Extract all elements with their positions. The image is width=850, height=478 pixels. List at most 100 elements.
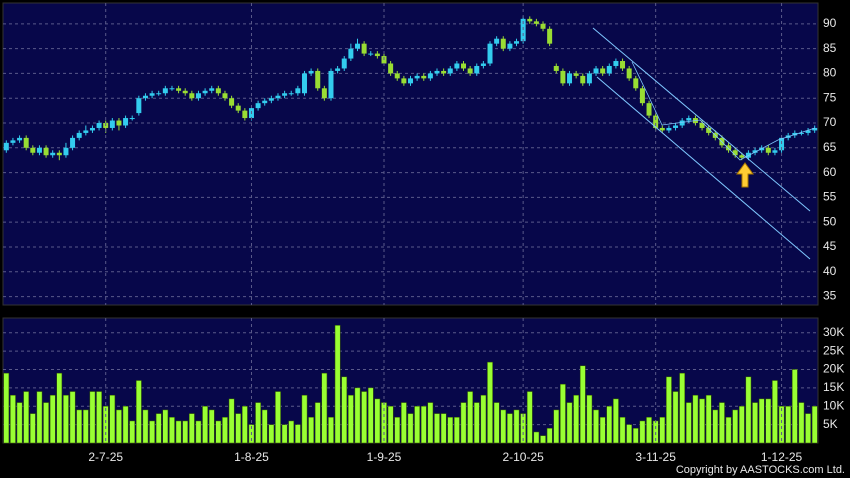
candle-body xyxy=(374,53,380,57)
volume-bar xyxy=(685,402,692,444)
volume-bar xyxy=(566,402,573,444)
y-tick-label: 15K xyxy=(823,380,844,394)
candle-body xyxy=(235,105,241,111)
volume-bar xyxy=(175,420,182,444)
volume-bar xyxy=(275,391,281,444)
candle-body xyxy=(673,125,679,128)
volume-bar xyxy=(43,402,49,444)
volume-bar xyxy=(162,409,169,444)
trend-line xyxy=(631,61,816,161)
candle-body xyxy=(606,65,612,74)
candle-body xyxy=(779,137,785,151)
candle-body xyxy=(3,142,9,151)
volume-bar xyxy=(321,372,328,444)
volume-bar xyxy=(646,417,652,444)
candle-body xyxy=(176,88,182,91)
volume-bar xyxy=(560,383,566,444)
volume-bar xyxy=(493,402,500,444)
candle-body xyxy=(129,118,135,120)
y-tick-label: 75 xyxy=(823,90,837,104)
volume-bar xyxy=(122,405,129,444)
volume-bar xyxy=(155,413,162,444)
volume-bar xyxy=(639,420,646,444)
candle-body xyxy=(10,140,16,143)
candle-body xyxy=(388,63,394,74)
candle-body xyxy=(76,132,82,138)
y-tick-label: 45 xyxy=(823,239,837,253)
candle-body xyxy=(507,43,513,49)
arrow xyxy=(736,162,754,188)
candle-body xyxy=(182,90,188,94)
volume-bar xyxy=(135,380,142,444)
candle-body xyxy=(268,98,274,101)
candle-body xyxy=(109,120,115,128)
volume-bar xyxy=(427,402,434,444)
candle-body xyxy=(209,88,215,91)
candle-body xyxy=(328,70,334,99)
volume-bar xyxy=(235,413,242,444)
candle-body xyxy=(341,58,347,69)
y-tick-label: 30K xyxy=(823,325,844,339)
candle-body xyxy=(706,127,712,133)
y-tick-label: 35 xyxy=(823,289,837,303)
y-tick-label: 40 xyxy=(823,264,837,278)
volume-bar xyxy=(401,402,407,444)
candle-body xyxy=(162,88,168,94)
volume-bar xyxy=(798,402,805,444)
candle-body xyxy=(169,88,175,90)
volume-bar xyxy=(82,409,89,444)
volume-bar xyxy=(374,398,381,444)
candle-body xyxy=(408,78,413,84)
volume-bar xyxy=(56,372,63,444)
x-tick-label: 1-9-25 xyxy=(367,450,402,464)
candle-body xyxy=(639,88,645,104)
volume-bar xyxy=(348,394,354,444)
candle-body xyxy=(467,68,473,74)
candle-body xyxy=(494,38,500,44)
candle-body xyxy=(308,70,314,74)
candle-body xyxy=(567,73,573,84)
volume-bar xyxy=(811,405,818,444)
candle-body xyxy=(295,88,301,94)
volume-bar xyxy=(758,398,765,444)
volume-bar xyxy=(215,420,222,444)
volume-bar xyxy=(414,405,420,444)
candle-body xyxy=(553,65,559,71)
volume-bar xyxy=(109,394,116,444)
candle-body xyxy=(195,93,201,99)
volume-bar xyxy=(526,391,533,444)
volume-bar xyxy=(513,409,520,444)
candle-body xyxy=(805,130,811,133)
volume-bar xyxy=(281,424,288,444)
candle-body xyxy=(487,43,493,64)
volume-bar xyxy=(573,394,580,444)
candle-body xyxy=(361,43,367,54)
volume-bar xyxy=(169,417,175,444)
candle-body xyxy=(613,61,619,66)
candle-body xyxy=(23,137,29,148)
candle-body xyxy=(620,61,626,69)
volume-bar xyxy=(255,402,261,444)
volume-bar xyxy=(679,372,686,444)
y-tick-label: 55 xyxy=(823,190,837,204)
volume-bar xyxy=(76,409,83,444)
candle-body xyxy=(474,65,480,74)
volume-bar xyxy=(619,417,626,444)
candle-body xyxy=(653,115,659,128)
candle-body xyxy=(136,98,142,114)
candle-body xyxy=(732,150,738,156)
volume-bar xyxy=(447,417,454,444)
trend-line xyxy=(596,76,811,260)
volume-bar xyxy=(732,409,739,444)
candle-body xyxy=(189,93,195,99)
volume-bar xyxy=(63,394,69,444)
volume-bar xyxy=(745,376,752,444)
candle-body xyxy=(89,127,95,131)
candle-body xyxy=(288,93,294,95)
candle-body xyxy=(348,48,354,59)
volume-bar xyxy=(10,394,16,444)
candle-body xyxy=(414,75,420,79)
candle-body xyxy=(699,123,705,128)
candle-body xyxy=(116,120,122,126)
y-tick-label: 90 xyxy=(823,16,837,30)
